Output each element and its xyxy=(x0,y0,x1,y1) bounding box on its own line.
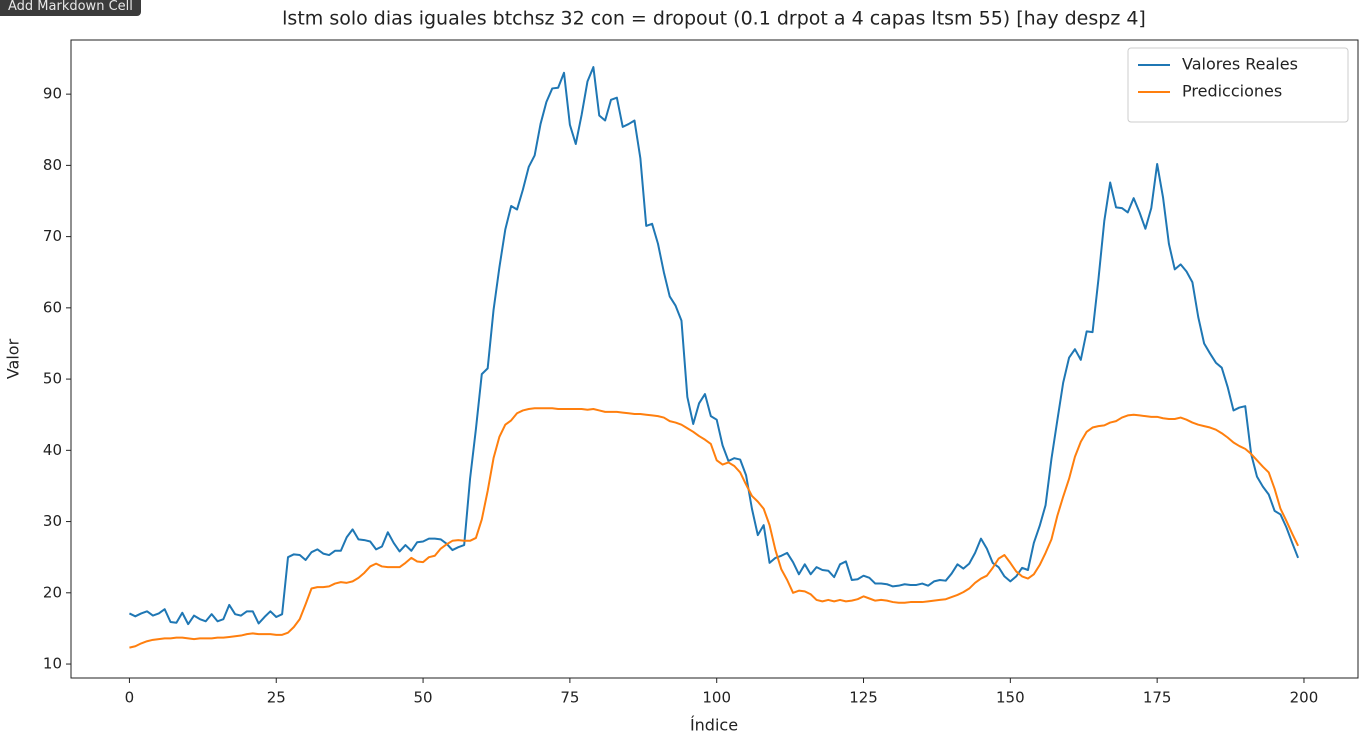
plot-frame xyxy=(70,39,1359,679)
y-tick-label: 60 xyxy=(43,298,62,316)
y-axis-label: Valor xyxy=(4,338,23,379)
x-tick-label: 200 xyxy=(1290,689,1319,707)
x-tick-label: 50 xyxy=(414,689,433,707)
x-tick-label: 125 xyxy=(849,689,878,707)
y-tick-label: 40 xyxy=(43,441,62,459)
x-axis-label: Índice xyxy=(690,716,738,735)
data-line xyxy=(129,407,1299,649)
tooltip: Add Markdown Cell xyxy=(0,0,141,16)
legend-label: Predicciones xyxy=(1182,82,1282,101)
x-tick-label: 25 xyxy=(267,689,286,707)
y-tick-label: 80 xyxy=(43,156,62,174)
x-tick-label: 100 xyxy=(702,689,731,707)
y-tick-label: 30 xyxy=(43,512,62,530)
legend-label: Valores Reales xyxy=(1182,55,1298,74)
y-tick-label: 20 xyxy=(43,583,62,601)
legend-box xyxy=(1127,47,1349,123)
x-tick-label: 175 xyxy=(1143,689,1172,707)
y-tick-label: 70 xyxy=(43,227,62,245)
data-line xyxy=(128,66,1300,626)
chart-title: lstm solo dias iguales btchsz 32 con = d… xyxy=(282,8,1146,30)
y-tick-label: 90 xyxy=(43,85,62,103)
y-tick-label: 50 xyxy=(43,370,62,388)
x-tick-label: 0 xyxy=(125,689,135,707)
x-tick-label: 75 xyxy=(560,689,579,707)
y-tick-label: 10 xyxy=(43,655,62,673)
x-tick-label: 150 xyxy=(996,689,1025,707)
